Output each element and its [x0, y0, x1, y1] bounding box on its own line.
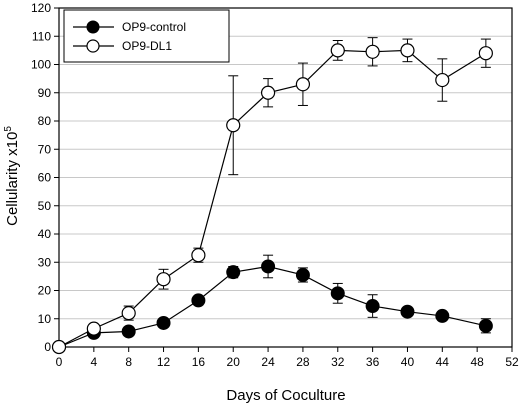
y-tick-label-20: 20 — [38, 284, 52, 298]
point-op9-dl1-9 — [365, 44, 380, 59]
point-op9-control-7 — [295, 267, 310, 282]
y-tick-label-90: 90 — [38, 86, 52, 100]
legend-marker-op9-control — [86, 20, 100, 34]
point-op9-control-12 — [478, 318, 493, 333]
point-op9-control-11 — [435, 308, 450, 323]
x-axis-title: Days of Coculture — [226, 387, 345, 404]
y-tick-label-10: 10 — [38, 312, 52, 326]
point-op9-dl1-12 — [478, 46, 493, 61]
x-tick-label-24: 24 — [261, 355, 275, 369]
y-tick-label-30: 30 — [38, 255, 52, 269]
point-op9-dl1-1 — [86, 321, 101, 336]
legend-label-op9-control: OP9-control — [122, 20, 186, 34]
point-op9-dl1-10 — [400, 43, 415, 58]
x-tick-label-4: 4 — [91, 355, 98, 369]
y-tick-label-40: 40 — [38, 227, 52, 241]
point-op9-control-9 — [365, 299, 380, 314]
x-tick-label-8: 8 — [125, 355, 132, 369]
x-tick-label-48: 48 — [470, 355, 484, 369]
markers-op9-dl1 — [51, 43, 493, 355]
plot-area — [51, 37, 493, 355]
y-tick-label-60: 60 — [38, 171, 52, 185]
point-op9-control-8 — [330, 286, 345, 301]
x-tick-label-12: 12 — [157, 355, 171, 369]
y-tick-label-50: 50 — [38, 199, 52, 213]
legend-marker-op9-dl1 — [86, 39, 100, 53]
y-tick-label-110: 110 — [32, 29, 51, 43]
x-tick-label-36: 36 — [366, 355, 380, 369]
x-tick-label-44: 44 — [436, 355, 450, 369]
point-op9-dl1-4 — [191, 248, 206, 263]
y-tick-label-80: 80 — [38, 114, 52, 128]
point-op9-dl1-5 — [226, 118, 241, 133]
legend-label-op9-dl1: OP9-DL1 — [122, 39, 172, 53]
y-tick-label-100: 100 — [31, 58, 51, 72]
point-op9-dl1-0 — [51, 339, 67, 355]
x-tick-label-28: 28 — [296, 355, 310, 369]
x-tick-label-52: 52 — [505, 355, 519, 369]
y-tick-label-120: 120 — [31, 1, 51, 15]
point-op9-control-3 — [156, 315, 171, 330]
point-op9-control-6 — [261, 259, 276, 274]
y-tick-label-70: 70 — [38, 142, 52, 156]
point-op9-dl1-6 — [260, 85, 276, 100]
point-op9-dl1-7 — [295, 77, 311, 92]
point-op9-control-10 — [400, 304, 415, 319]
point-op9-dl1-11 — [435, 72, 450, 88]
point-op9-dl1-3 — [156, 272, 171, 287]
markers-op9-control — [52, 259, 493, 354]
point-op9-control-4 — [191, 293, 206, 308]
y-axis-title-superscript: 5 — [3, 126, 14, 132]
x-tick-label-0: 0 — [56, 355, 63, 369]
x-tick-label-32: 32 — [331, 355, 345, 369]
legend-box — [63, 9, 230, 63]
series-op9-dl1 — [58, 37, 491, 348]
point-op9-dl1-8 — [330, 43, 345, 58]
y-tick-label-0: 0 — [44, 340, 51, 354]
point-op9-control-5 — [226, 265, 241, 280]
y-axis-title: Cellularity x105 — [3, 126, 21, 226]
y-axis-title-text: Cellularity x10 — [4, 132, 21, 226]
x-tick-label-20: 20 — [227, 355, 241, 369]
point-op9-dl1-2 — [121, 306, 136, 321]
legend: OP9-control OP9-DL1 — [63, 9, 230, 63]
point-op9-control-2 — [121, 324, 136, 339]
x-tick-label-16: 16 — [192, 355, 206, 369]
x-tick-label-40: 40 — [401, 355, 415, 369]
